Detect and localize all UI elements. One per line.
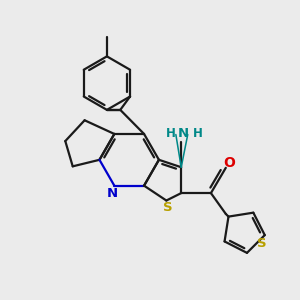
Text: N: N (178, 127, 189, 140)
Text: H: H (193, 127, 202, 140)
Text: O: O (223, 156, 235, 170)
Text: S: S (163, 201, 172, 214)
Text: N: N (106, 187, 118, 200)
Text: S: S (257, 237, 267, 250)
Text: H: H (166, 127, 176, 140)
